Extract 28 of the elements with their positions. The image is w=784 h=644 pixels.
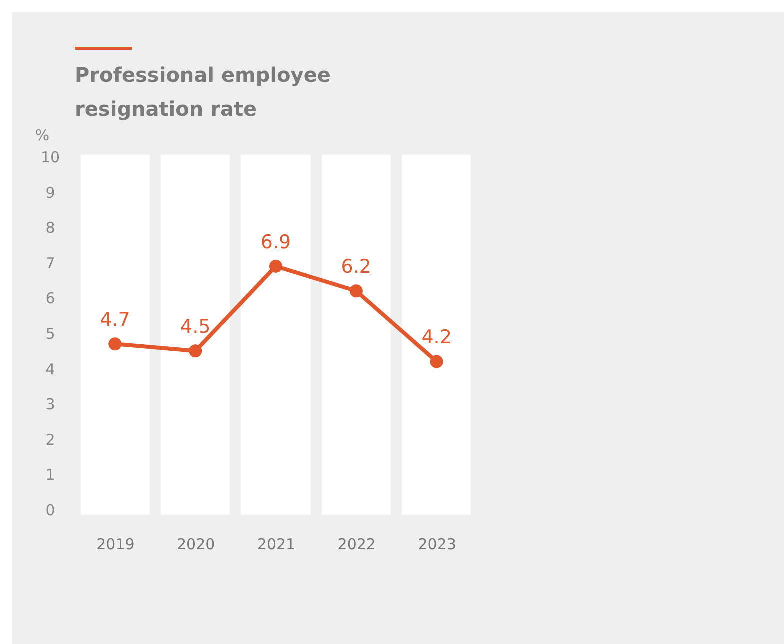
data-label: 6.2	[341, 256, 372, 278]
y-tick-label: 4	[46, 360, 56, 378]
data-label: 4.7	[100, 309, 130, 332]
point	[108, 338, 122, 351]
x-tick-label: 2023	[418, 536, 456, 554]
x-tick-label: 2021	[257, 536, 296, 554]
data-label: 4.2	[422, 326, 452, 349]
y-tick-label: 8	[46, 219, 56, 238]
y-tick-label: 9	[46, 184, 56, 202]
point	[189, 344, 202, 358]
point	[350, 284, 363, 298]
x-tick-label: 2019	[96, 536, 135, 554]
y-tick-label: 10	[40, 148, 60, 166]
x-tick-label: 2020	[177, 536, 216, 554]
y-tick-label: 1	[46, 466, 56, 484]
data-label: 4.5	[180, 316, 211, 338]
y-tick-label: 6	[46, 290, 56, 308]
y-tick-label: 3	[46, 396, 56, 414]
data-label: 6.9	[260, 231, 292, 254]
chart-title: Professional employee resignation rate	[75, 63, 331, 121]
point	[430, 355, 444, 368]
y-tick-label: 7	[46, 254, 56, 272]
y-tick-label: 5	[46, 325, 56, 343]
y-tick-label: 0	[46, 502, 56, 520]
point	[269, 260, 283, 273]
y-tick-label: 2	[46, 430, 56, 449]
y-axis-title: %	[35, 126, 50, 144]
x-tick-label: 2022	[338, 536, 376, 554]
